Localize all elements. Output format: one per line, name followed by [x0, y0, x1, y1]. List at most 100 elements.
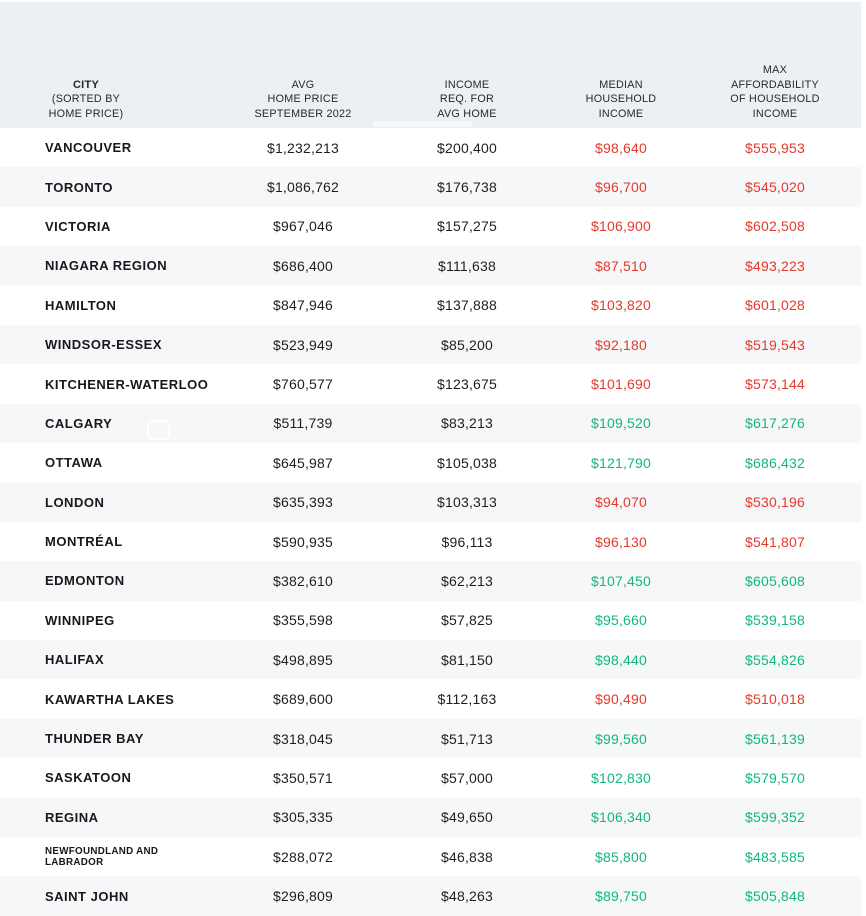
city-cell: OTTAWA — [45, 455, 103, 471]
city-cell: HALIFAX — [45, 652, 105, 668]
median-income-cell: $98,440 — [594, 651, 647, 668]
city-cell: HAMILTON — [45, 297, 117, 313]
max-affordability-cell: $599,352 — [745, 809, 805, 826]
avg-home-price-cell: $523,949 — [273, 336, 333, 353]
max-affordability-cell: $573,144 — [745, 376, 805, 393]
city-cell: KAWARTHA LAKES — [45, 691, 175, 707]
table-body: VANCOUVER $1,232,213 $200,400 $98,640 $555,9… — [0, 128, 866, 916]
median-income-cell: $87,510 — [594, 257, 647, 274]
table-row: REGINA $305,335 $49,650 $106,340 $599,352 — [0, 797, 866, 838]
median-income-cell: $121,790 — [591, 454, 651, 471]
table-row: WINDSOR-ESSEX $523,949 $85,200 $92,180 $519,… — [0, 324, 866, 365]
income-required-cell: $48,263 — [440, 888, 493, 905]
city-cell: KITCHENER-WATERLOO — [45, 376, 209, 392]
median-income-cell: $107,450 — [591, 572, 651, 589]
median-income-cell: $92,180 — [594, 336, 647, 353]
avg-home-price-cell: $760,577 — [273, 376, 333, 393]
column-header-city: CITY (SORTED BY HOME PRICE) — [45, 63, 127, 121]
avg-home-price-cell: $288,072 — [273, 848, 333, 865]
avg-home-price-cell: $689,600 — [273, 691, 333, 708]
avg-home-price-cell: $511,739 — [273, 415, 333, 432]
max-affordability-cell: $541,807 — [745, 533, 805, 550]
table-row: KAWARTHA LAKES $689,600 $112,163 $90,490 $51… — [0, 679, 866, 719]
avg-home-price-cell: $847,946 — [273, 297, 333, 314]
city-cell: VICTORIA — [45, 218, 111, 234]
income-required-cell: $157,275 — [437, 218, 497, 235]
median-income-cell: $96,130 — [594, 533, 647, 550]
table-row: WINNIPEG $355,598 $57,825 $95,660 $539,158 — [0, 600, 866, 641]
city-cell: VANCOUVER — [45, 140, 132, 156]
table-row: EDMONTON $382,610 $62,213 $107,450 $605,608 — [0, 561, 866, 601]
income-required-cell: $49,650 — [440, 809, 493, 826]
page-right-gutter — [861, 0, 866, 916]
city-cell: NEWFOUNDLAND AND LABRADOR — [45, 845, 159, 868]
city-cell: CALGARY — [45, 415, 113, 431]
city-cell: REGINA — [45, 809, 99, 825]
avg-home-price-cell: $305,335 — [273, 809, 333, 826]
city-cell: NIAGARA REGION — [45, 258, 168, 274]
median-income-cell: $102,830 — [591, 769, 651, 786]
max-affordability-cell: $530,196 — [745, 494, 805, 511]
income-required-cell: $137,888 — [437, 297, 497, 314]
median-income-cell: $98,640 — [594, 139, 647, 156]
income-required-cell: $81,150 — [440, 651, 493, 668]
max-affordability-cell: $545,020 — [745, 179, 805, 196]
column-header-city-subtitle: (SORTED BY HOME PRICE) — [48, 93, 124, 120]
table-row: SASKATOON $350,571 $57,000 $102,830 $579,570 — [0, 758, 866, 798]
income-required-cell: $111,638 — [438, 257, 496, 274]
table-row: OTTAWA $645,987 $105,038 $121,790 $686,432 — [0, 443, 866, 483]
income-required-cell: $62,213 — [440, 572, 493, 589]
table-row: MONTRÉAL $590,935 $96,113 $96,130 $541,807 — [0, 521, 866, 562]
table-row: KITCHENER-WATERLOO $760,577 $123,675 $101,6… — [0, 364, 866, 404]
avg-home-price-cell: $590,935 — [273, 533, 333, 550]
max-affordability-cell: $686,432 — [745, 454, 805, 471]
median-income-cell: $103,820 — [591, 297, 651, 314]
city-cell: SASKATOON — [45, 770, 132, 786]
max-affordability-cell: $561,139 — [745, 730, 805, 747]
table-row: HALIFAX $498,895 $81,150 $98,440 $554,826 — [0, 640, 866, 680]
median-income-cell: $99,560 — [594, 730, 647, 747]
income-required-cell: $96,113 — [441, 533, 493, 550]
avg-home-price-cell: $1,086,762 — [266, 179, 340, 196]
max-affordability-cell: $510,018 — [745, 691, 805, 708]
income-required-cell: $176,738 — [437, 179, 497, 196]
city-cell: WINDSOR-ESSEX — [45, 337, 163, 353]
table-row: NIAGARA REGION $686,400 $111,638 $87,510 $49… — [0, 246, 866, 286]
max-affordability-cell: $579,570 — [745, 769, 805, 786]
table-row: TORONTO $1,086,762 $176,738 $96,700 $545,020 — [0, 167, 866, 207]
city-cell: THUNDER BAY — [45, 731, 144, 747]
income-required-cell: $46,838 — [440, 848, 493, 865]
median-income-cell: $90,490 — [594, 691, 647, 708]
table-row: LONDON $635,393 $103,313 $94,070 $530,196 — [0, 482, 866, 522]
avg-home-price-cell: $1,232,213 — [266, 139, 340, 156]
table-row: SAINT JOHN $296,809 $48,263 $89,750 $505,848 — [0, 876, 866, 916]
income-required-cell: $57,825 — [440, 612, 493, 629]
avg-home-price-cell: $967,046 — [273, 218, 333, 235]
income-required-cell: $112,163 — [437, 691, 497, 708]
avg-home-price-cell: $350,571 — [273, 769, 333, 786]
median-income-cell: $106,340 — [591, 809, 651, 826]
income-required-cell: $105,038 — [437, 454, 497, 471]
city-cell: MONTRÉAL — [45, 534, 123, 550]
income-required-cell: $85,200 — [440, 336, 493, 353]
table-row: HAMILTON $847,946 $137,888 $103,820 $601,028 — [0, 285, 866, 325]
header-highlight-artifact — [373, 121, 473, 127]
column-header-avg-home-price: AVG HOME PRICE SEPTEMBER 2022 — [254, 78, 352, 120]
avg-home-price-cell: $498,895 — [273, 651, 333, 668]
cursor-outline-artifact — [147, 420, 170, 440]
max-affordability-cell: $617,276 — [745, 415, 805, 432]
median-income-cell: $89,750 — [594, 888, 647, 905]
income-required-cell: $51,713 — [440, 730, 493, 747]
column-header-income-required: INCOME REQ. FOR AVG HOME — [437, 78, 497, 120]
avg-home-price-cell: $635,393 — [273, 494, 333, 511]
avg-home-price-cell: $382,610 — [273, 572, 333, 589]
avg-home-price-cell: $645,987 — [273, 454, 333, 471]
column-header-max-affordability: MAX AFFORDABILITY OF HOUSEHOLD INCOME — [730, 64, 820, 120]
city-cell: TORONTO — [45, 179, 114, 195]
max-affordability-cell: $519,543 — [745, 336, 805, 353]
income-required-cell: $83,213 — [440, 415, 493, 432]
avg-home-price-cell: $686,400 — [273, 257, 333, 274]
income-required-cell: $57,000 — [440, 769, 493, 786]
median-income-cell: $101,690 — [591, 376, 651, 393]
city-cell: SAINT JOHN — [45, 888, 129, 904]
